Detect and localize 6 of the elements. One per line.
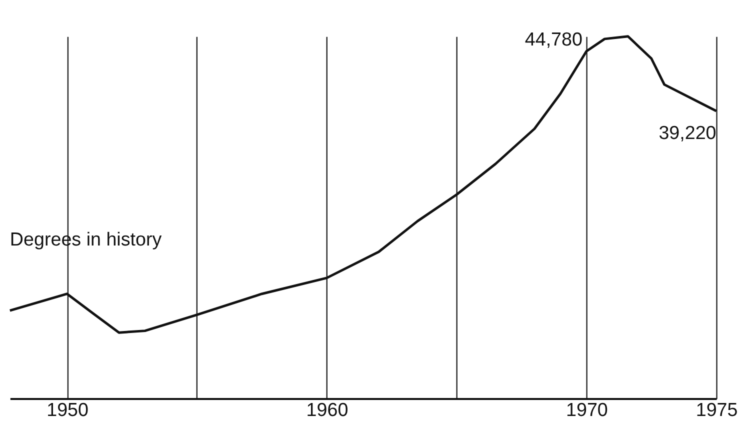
x-tick-label: 1950 [46, 398, 88, 420]
annotation: 44,780 [524, 28, 582, 50]
x-tick-label: 1975 [696, 398, 738, 420]
annotation: 39,220 [658, 122, 716, 143]
x-tick-label: 1970 [566, 398, 608, 420]
x-tick-label: 1960 [306, 398, 348, 420]
